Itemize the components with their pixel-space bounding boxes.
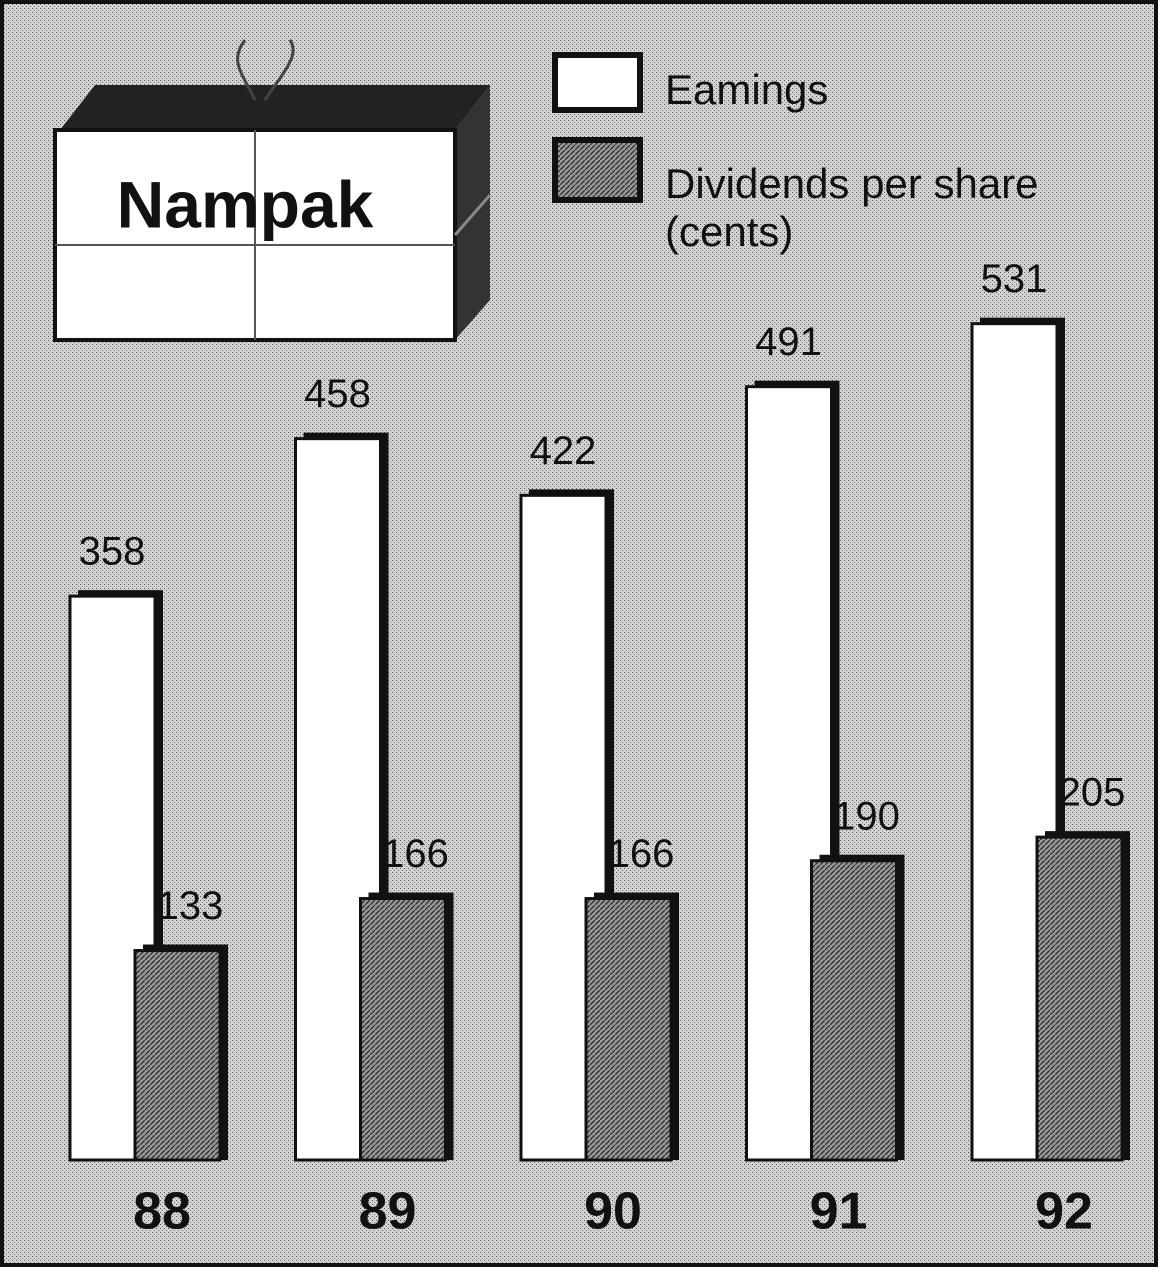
value-label: 531	[981, 257, 1048, 301]
chart-title: Nampak	[117, 167, 374, 241]
box-illustration: Nampak	[53, 39, 492, 342]
x-tick-label: 92	[1035, 1183, 1093, 1241]
legend-label: Dividends per share (cents)	[665, 160, 1039, 255]
legend-swatch	[552, 52, 643, 113]
bar	[1035, 835, 1124, 1162]
x-tick-label: 89	[359, 1183, 417, 1241]
legend-label: Eamings	[665, 66, 829, 113]
x-tick-label: 91	[810, 1183, 868, 1241]
bar	[359, 897, 447, 1162]
x-tick-label: 88	[133, 1183, 191, 1241]
value-label: 133	[157, 884, 224, 928]
value-label: 422	[530, 429, 597, 473]
value-label: 166	[382, 832, 449, 876]
value-label: 491	[755, 320, 822, 364]
value-label: 205	[1059, 771, 1126, 815]
bar	[584, 897, 673, 1162]
legend-swatch	[552, 137, 643, 203]
x-tick-label: 90	[584, 1183, 642, 1241]
value-label: 458	[304, 372, 371, 416]
value-label: 190	[833, 794, 900, 838]
value-label: 358	[79, 530, 146, 574]
bar	[133, 949, 222, 1162]
value-label: 166	[608, 832, 675, 876]
bar	[810, 859, 898, 1162]
